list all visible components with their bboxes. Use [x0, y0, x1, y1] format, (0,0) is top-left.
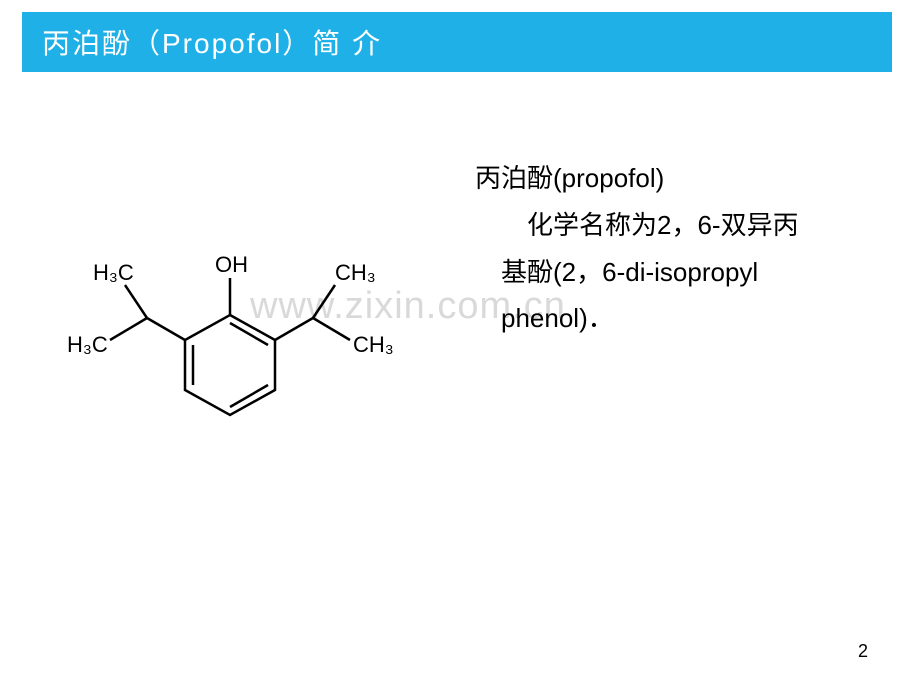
slide-title: 丙泊酚（Propofol）简 介: [42, 22, 382, 62]
title-bar: 丙泊酚（Propofol）简 介: [22, 12, 892, 72]
label-ch3-top-left: H₃C: [93, 260, 134, 285]
body-line3: 基酚(2，6-di-isopropyl: [475, 249, 885, 296]
body-text: 丙泊酚(propofol) 化学名称为2，6-双异丙 基酚(2，6-di-iso…: [475, 155, 885, 342]
label-ch3-top-right: CH₃: [335, 260, 376, 285]
page-number: 2: [858, 641, 868, 662]
body-line1: 丙泊酚(propofol): [475, 155, 885, 202]
label-oh: OH: [215, 252, 248, 277]
slide: 丙泊酚（Propofol）简 介 www.zixin.com.cn OH: [0, 0, 920, 690]
body-line4: phenol)．: [475, 295, 885, 342]
label-ch3-bottom-right: CH₃: [353, 332, 394, 357]
molecule-diagram: OH H₃C CH₃ H₃C CH₃: [65, 200, 395, 450]
body-line2: 化学名称为2，6-双异丙: [475, 202, 885, 249]
label-ch3-bottom-left: H₃C: [67, 332, 108, 357]
